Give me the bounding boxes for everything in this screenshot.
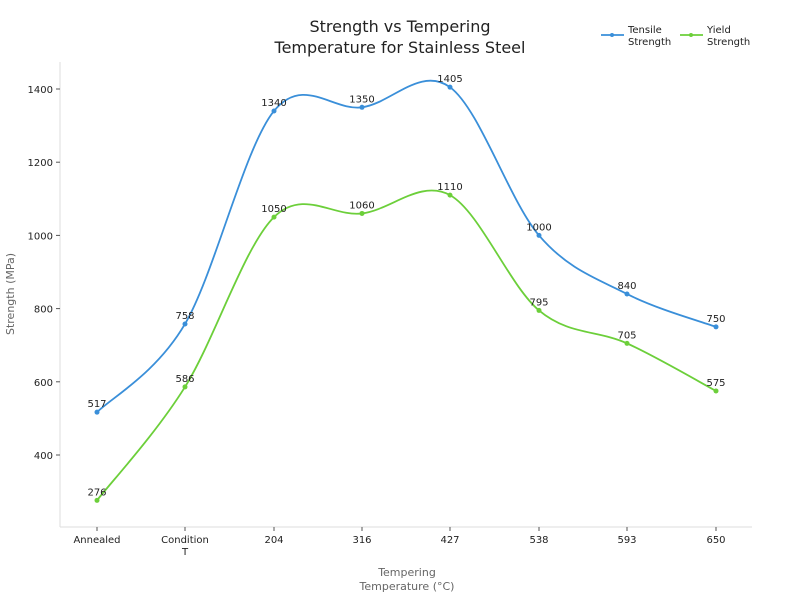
data-label: 586 <box>175 374 194 385</box>
data-label: 1405 <box>437 74 462 85</box>
data-label: 758 <box>175 311 194 322</box>
x-tick-label: 650 <box>706 535 725 546</box>
data-label: 276 <box>87 487 106 498</box>
legend-marker <box>689 33 693 37</box>
data-point <box>271 108 277 114</box>
data-point <box>447 84 453 90</box>
data-point <box>447 192 453 198</box>
data-label: 1350 <box>349 94 374 105</box>
legend-label: Tensile Strength <box>627 25 671 48</box>
x-tick-label: 204 <box>264 535 283 546</box>
data-point <box>624 340 630 346</box>
y-tick-label: 600 <box>34 378 53 389</box>
y-tick-label: 1400 <box>28 85 53 96</box>
data-label: 705 <box>617 330 636 341</box>
data-label: 750 <box>706 314 725 325</box>
y-tick-label: 1000 <box>28 231 53 242</box>
x-tick-label: 316 <box>352 535 371 546</box>
legend-label: Yield Strength <box>706 25 750 48</box>
data-point <box>624 291 630 297</box>
data-point <box>182 384 188 390</box>
data-label: 795 <box>529 297 548 308</box>
x-tick-label: 427 <box>440 535 459 546</box>
data-label: 1000 <box>526 222 551 233</box>
data-point <box>359 104 365 110</box>
data-point <box>182 321 188 327</box>
data-label: 1060 <box>349 200 374 211</box>
data-point <box>271 214 277 220</box>
data-label: 840 <box>617 281 636 292</box>
data-label: 1050 <box>261 204 286 215</box>
x-tick-label: Condition T <box>161 535 209 558</box>
x-tick-label: 538 <box>529 535 548 546</box>
y-tick-label: 1200 <box>28 158 53 169</box>
data-label: 517 <box>87 399 106 410</box>
legend-marker <box>610 33 614 37</box>
y-axis-label: Strength (MPa) <box>4 253 17 335</box>
series-line <box>96 79 717 413</box>
data-point <box>94 497 100 503</box>
y-tick-label: 800 <box>34 305 53 316</box>
data-label: 1340 <box>261 98 286 109</box>
chart-title: Strength vs Tempering Temperature for Sta… <box>274 17 526 57</box>
series-line <box>96 189 717 501</box>
data-point <box>536 307 542 313</box>
x-axis-label: Tempering Temperature (°C) <box>359 566 455 593</box>
data-point <box>94 409 100 415</box>
x-tick-label: 593 <box>617 535 636 546</box>
data-label: 1110 <box>437 182 462 193</box>
y-tick-label: 400 <box>34 451 53 462</box>
data-point <box>713 388 719 394</box>
data-point <box>536 232 542 238</box>
data-point <box>713 324 719 330</box>
data-point <box>359 210 365 216</box>
x-tick-label: Annealed <box>73 535 120 546</box>
data-label: 575 <box>706 378 725 389</box>
